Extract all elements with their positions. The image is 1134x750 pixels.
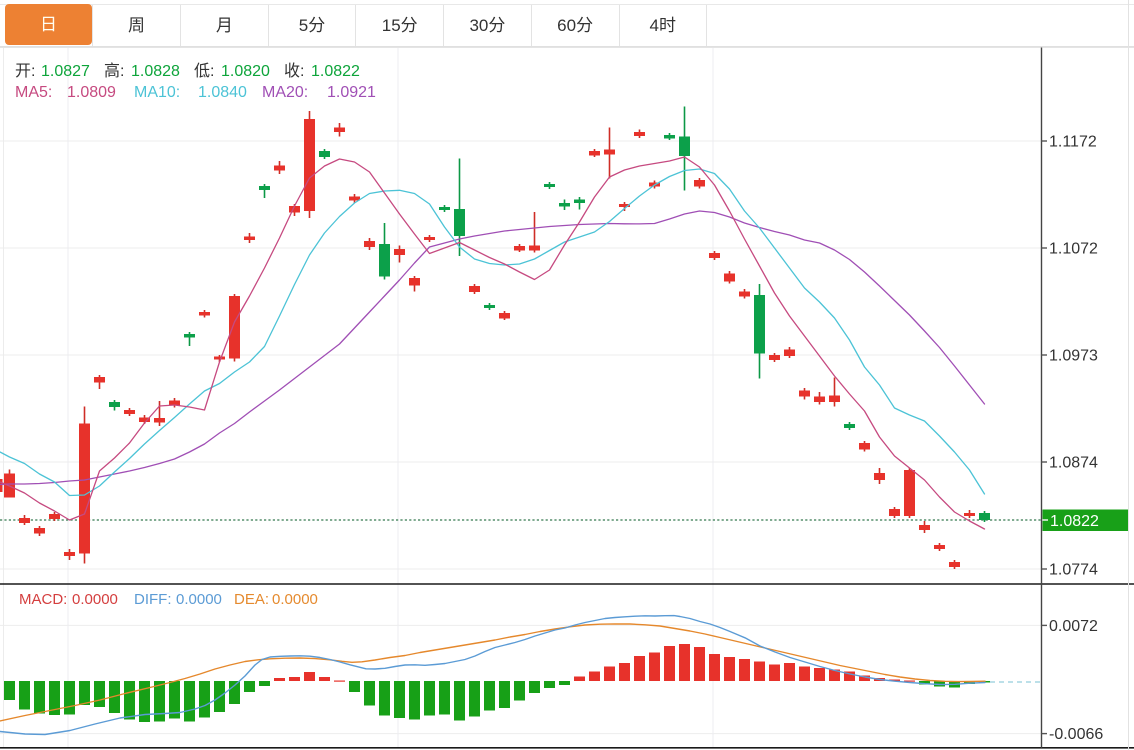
svg-text:0.0000: 0.0000 xyxy=(72,591,118,608)
svg-text:-0.0066: -0.0066 xyxy=(1049,726,1103,743)
svg-text:开:: 开: xyxy=(15,63,35,80)
svg-text:1.1172: 1.1172 xyxy=(1049,134,1097,151)
svg-text:MA20:: MA20: xyxy=(262,84,308,101)
svg-text:DEA:: DEA: xyxy=(234,591,269,608)
svg-text:1.0822: 1.0822 xyxy=(1050,513,1099,530)
svg-text:1.0828: 1.0828 xyxy=(131,63,180,80)
svg-text:收:: 收: xyxy=(284,62,304,80)
svg-text:1.0822: 1.0822 xyxy=(311,63,360,80)
svg-text:1.0774: 1.0774 xyxy=(1049,562,1098,579)
svg-text:MA5:: MA5: xyxy=(15,84,52,101)
svg-text:0.0000: 0.0000 xyxy=(176,591,222,608)
svg-text:DIFF:: DIFF: xyxy=(134,591,172,608)
svg-text:1.0874: 1.0874 xyxy=(1049,455,1098,472)
svg-text:1.0840: 1.0840 xyxy=(198,84,247,101)
svg-text:低:: 低: xyxy=(194,62,214,80)
svg-text:1.0827: 1.0827 xyxy=(41,63,90,80)
svg-text:1.0820: 1.0820 xyxy=(221,63,270,80)
svg-text:1.0809: 1.0809 xyxy=(67,84,116,101)
svg-text:1.0921: 1.0921 xyxy=(327,84,376,101)
svg-text:MACD:: MACD: xyxy=(19,591,67,608)
svg-text:1.0973: 1.0973 xyxy=(1049,348,1098,365)
svg-text:1.1072: 1.1072 xyxy=(1049,241,1098,258)
svg-text:0.0000: 0.0000 xyxy=(272,591,318,608)
svg-text:MA10:: MA10: xyxy=(134,84,180,101)
svg-text:高:: 高: xyxy=(104,62,124,80)
svg-text:0.0072: 0.0072 xyxy=(1049,618,1098,635)
